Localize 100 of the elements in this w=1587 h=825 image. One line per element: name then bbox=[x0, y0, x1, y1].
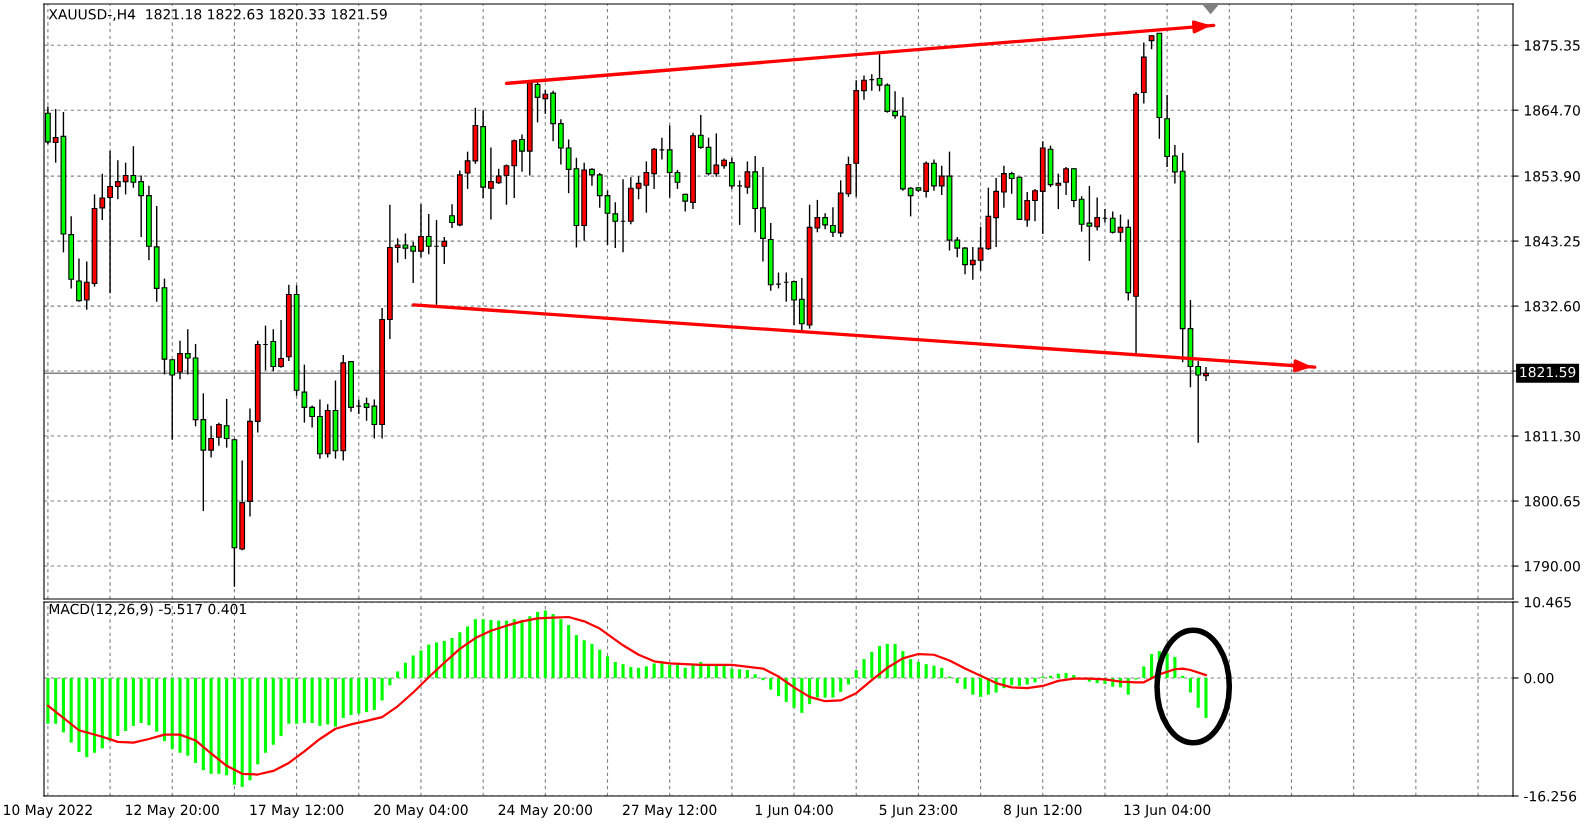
candlestick bbox=[519, 133, 525, 173]
line-series bbox=[46, 615, 1208, 776]
bar bbox=[955, 677, 959, 684]
candlestick bbox=[138, 174, 145, 238]
bar bbox=[46, 677, 50, 724]
candlestick bbox=[309, 404, 316, 429]
bar bbox=[155, 677, 159, 732]
bar bbox=[567, 624, 571, 678]
candlestick bbox=[861, 74, 867, 101]
candlestick bbox=[892, 90, 898, 120]
bar bbox=[831, 677, 835, 698]
y-tick-label: 1853.90 bbox=[1524, 171, 1580, 182]
bar bbox=[1033, 677, 1037, 683]
bar bbox=[326, 677, 330, 725]
bar bbox=[473, 619, 477, 678]
bar bbox=[512, 619, 516, 678]
candlestick bbox=[938, 165, 945, 196]
bar bbox=[963, 677, 967, 689]
bar bbox=[1188, 677, 1192, 693]
bar bbox=[745, 669, 749, 678]
y-tick-label: 1864.70 bbox=[1524, 105, 1580, 116]
bar bbox=[403, 662, 407, 678]
y-tick-label: 10.465 bbox=[1524, 596, 1571, 608]
bar bbox=[776, 677, 781, 697]
bar bbox=[753, 674, 757, 678]
y-tick-label: -16.256 bbox=[1524, 790, 1577, 802]
bar bbox=[909, 659, 913, 678]
candlestick bbox=[208, 424, 214, 459]
candlestick bbox=[697, 114, 704, 150]
bar bbox=[271, 677, 275, 745]
y-tick-label: 1800.65 bbox=[1524, 496, 1580, 507]
bar bbox=[217, 677, 221, 774]
candlestick bbox=[184, 328, 191, 376]
bar bbox=[916, 662, 920, 678]
chart-title: MACD(12,26,9) -5.517 0.401 bbox=[49, 603, 246, 616]
bar bbox=[209, 677, 213, 774]
bar bbox=[225, 677, 229, 776]
bar bbox=[1142, 666, 1146, 678]
bar bbox=[124, 677, 128, 731]
bar bbox=[147, 677, 151, 726]
y-tick-label: 1875.35 bbox=[1524, 40, 1580, 51]
candlestick bbox=[449, 203, 455, 229]
bar bbox=[1025, 677, 1029, 685]
bar bbox=[162, 677, 167, 742]
bar bbox=[605, 656, 610, 678]
bar bbox=[613, 662, 617, 678]
bar bbox=[543, 610, 547, 678]
candlestick bbox=[1094, 196, 1101, 232]
bar bbox=[629, 667, 633, 678]
x-tick-label: 12 May 20:00 bbox=[126, 804, 219, 818]
candlestick bbox=[83, 260, 90, 311]
bar bbox=[481, 619, 485, 678]
candlestick bbox=[931, 158, 937, 192]
x-tick-label: 24 May 20:00 bbox=[498, 804, 593, 818]
bar bbox=[924, 664, 928, 678]
bar bbox=[248, 677, 252, 781]
candlestick bbox=[596, 172, 603, 209]
bar bbox=[349, 677, 353, 716]
x-tick-label: 13 Jun 04:00 bbox=[1124, 804, 1211, 818]
bar bbox=[194, 677, 198, 763]
bar bbox=[466, 626, 470, 678]
bar bbox=[536, 611, 540, 678]
bar bbox=[1204, 677, 1208, 718]
candlestick bbox=[177, 340, 183, 381]
bar bbox=[489, 619, 493, 678]
bar bbox=[310, 677, 314, 723]
bar bbox=[318, 677, 322, 726]
bar bbox=[287, 677, 291, 724]
bar bbox=[1150, 654, 1154, 678]
candlestick bbox=[1117, 213, 1124, 243]
candlestick bbox=[969, 246, 976, 281]
bar bbox=[108, 677, 112, 742]
bar bbox=[279, 677, 283, 737]
bar bbox=[380, 677, 384, 701]
bar bbox=[971, 677, 975, 695]
bar bbox=[730, 668, 734, 678]
bar bbox=[263, 677, 268, 753]
candlestick bbox=[830, 206, 836, 238]
bar bbox=[295, 677, 299, 724]
bar bbox=[559, 619, 563, 678]
candlestick bbox=[962, 246, 968, 276]
candlestick bbox=[223, 398, 230, 449]
bar bbox=[178, 677, 182, 753]
bar bbox=[590, 643, 594, 678]
candlestick bbox=[1172, 144, 1178, 185]
bar bbox=[528, 616, 532, 678]
bar bbox=[932, 665, 936, 678]
bar bbox=[1072, 675, 1076, 678]
bar bbox=[458, 632, 462, 678]
bar bbox=[419, 650, 423, 678]
bar bbox=[170, 677, 174, 750]
x-tick-label: 1 Jun 04:00 bbox=[755, 804, 833, 818]
bar bbox=[582, 640, 586, 678]
y-tick-label: 1790.00 bbox=[1524, 561, 1580, 572]
candlestick bbox=[1001, 165, 1007, 209]
bar bbox=[54, 677, 58, 724]
bar bbox=[139, 677, 143, 723]
bar bbox=[520, 619, 524, 678]
bar bbox=[1010, 677, 1014, 686]
bar bbox=[1017, 677, 1021, 686]
